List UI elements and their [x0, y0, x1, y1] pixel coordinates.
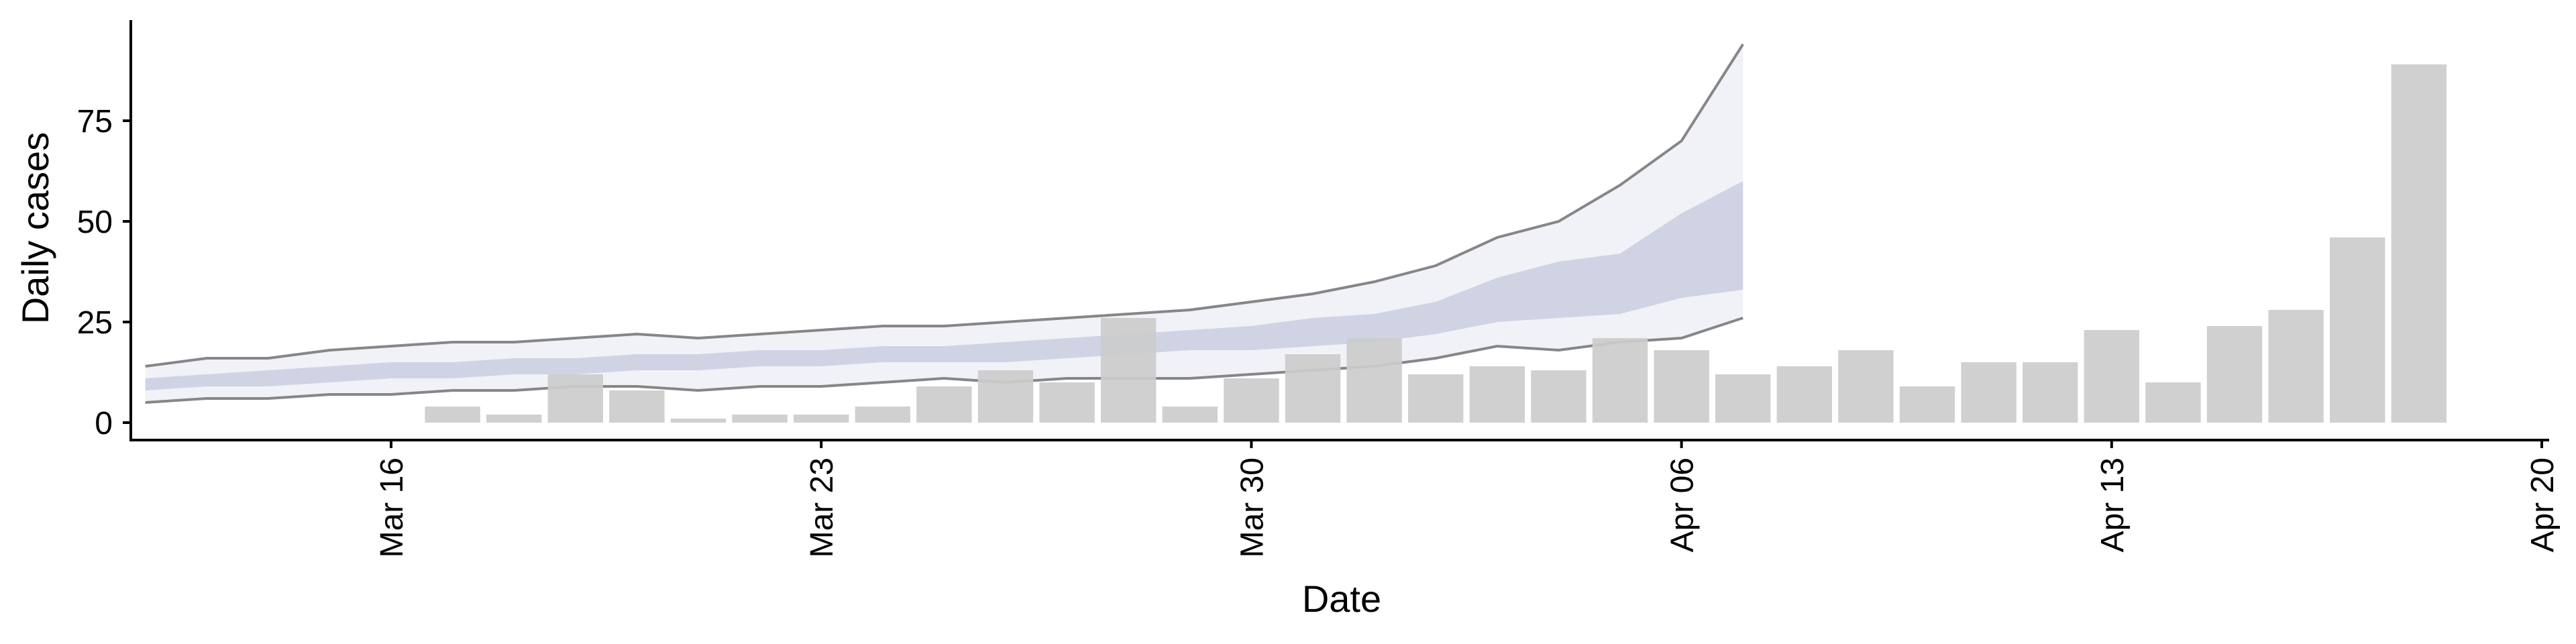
bar-2020-04-04 [1531, 370, 1587, 423]
x-ticks: Mar 16 Mar 23 Mar 30 Apr 06 Apr 13 Apr 20 [374, 440, 2561, 557]
bars-layer [425, 64, 2447, 423]
bar-2020-04-15 [2206, 326, 2263, 423]
bar-2020-03-23 [794, 415, 849, 423]
y-tick-label: 0 [95, 406, 113, 441]
bar-2020-03-22 [732, 415, 788, 423]
bar-2020-03-20 [609, 390, 665, 423]
bar-2020-04-09 [1838, 350, 1894, 423]
inner-interval-band [145, 181, 1743, 390]
x-tick-label: Apr 13 [2095, 458, 2131, 552]
bar-2020-04-06 [1654, 350, 1709, 423]
bar-2020-03-27 [1039, 382, 1095, 423]
bar-2020-03-21 [670, 419, 727, 423]
x-tick-label: Mar 23 [804, 458, 840, 557]
bar-2020-03-26 [977, 370, 1034, 423]
bar-2020-03-19 [547, 374, 603, 423]
x-tick-label: Mar 30 [1234, 458, 1270, 557]
bar-2020-03-31 [1285, 354, 1341, 423]
outer-interval-band [145, 44, 1743, 402]
y-tick-label: 50 [77, 205, 113, 240]
bar-2020-04-12 [2023, 362, 2078, 423]
bar-2020-04-18 [2391, 64, 2447, 423]
x-tick-label: Apr 20 [2525, 458, 2561, 552]
bar-2020-04-02 [1408, 374, 1464, 423]
bar-2020-03-28 [1101, 318, 1157, 423]
bar-2020-03-30 [1224, 378, 1279, 423]
x-axis-title: Date [1302, 578, 1381, 620]
forecast-interval-layer [145, 43, 1744, 404]
bar-2020-03-29 [1162, 407, 1218, 423]
bar-2020-04-13 [2084, 330, 2139, 423]
bar-2020-04-17 [2330, 237, 2385, 423]
x-tick-label: Mar 16 [374, 458, 410, 557]
bar-2020-04-14 [2145, 382, 2201, 423]
interval-upper-line [145, 43, 1744, 368]
bar-2020-04-11 [1961, 362, 2017, 423]
x-tick-label: Apr 06 [1665, 458, 1701, 552]
bar-2020-03-17 [425, 407, 480, 423]
bar-2020-04-08 [1776, 366, 1832, 423]
y-axis-title: Daily cases [14, 132, 56, 324]
y-ticks: 0 25 50 75 [77, 104, 131, 441]
bar-2020-04-03 [1469, 366, 1525, 423]
axes [129, 20, 2549, 441]
bar-2020-04-05 [1592, 338, 1648, 423]
bar-2020-04-10 [1899, 386, 1955, 423]
interval-lower-line [145, 317, 1743, 404]
bar-2020-04-07 [1715, 374, 1771, 423]
bar-2020-04-01 [1346, 338, 1402, 423]
bar-2020-04-16 [2268, 310, 2324, 423]
bar-2020-03-18 [486, 415, 542, 423]
y-tick-label: 25 [77, 305, 113, 341]
y-tick-label: 75 [77, 104, 113, 140]
bar-2020-03-24 [855, 407, 910, 423]
bar-2020-03-25 [916, 386, 972, 423]
